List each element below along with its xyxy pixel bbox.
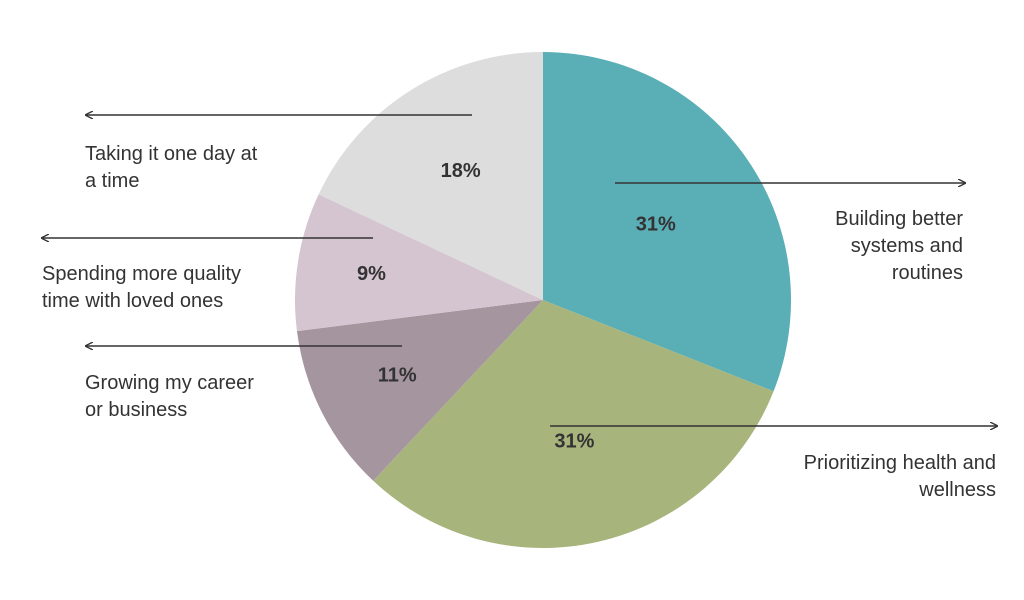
category-label-prioritizing-health-and-wellness: Prioritizing health and wellness [804,452,996,501]
category-label-line: time with loved ones [42,290,223,312]
category-label-line: Spending more quality [42,263,241,285]
category-label-line: routines [892,262,963,284]
callouts-layer: Building better systems and routines Priori… [42,115,997,501]
category-label-line: wellness [918,479,996,501]
category-label-growing-my-career-or-business: Growing my career or business [85,372,254,421]
category-label-line: a time [85,170,139,192]
category-label-spending-more-quality-time-with-loved-ones: Spending more quality time with loved one… [42,263,241,312]
pie-slice-building-better-systems-and-routines [543,52,791,392]
category-label-building-better-systems-and-routines: Building better systems and routines [835,208,963,284]
category-label-line: Prioritizing health and [804,452,996,474]
value-labels-layer: 31% 31% 11% 9% 18% [357,160,676,452]
slices-layer [295,52,791,548]
pie-slice-prioritizing-health-and-wellness [373,300,774,548]
category-label-line: Growing my career [85,372,254,394]
value-label-prioritizing-health-and-wellness: 31% [554,430,594,452]
category-label-line: or business [85,399,187,421]
value-label-taking-it-one-day-at-a-time: 18% [441,160,481,182]
pie-slice-spending-more-quality-time-with-loved-ones [295,194,543,332]
value-label-growing-my-career-or-business: 11% [378,364,417,386]
category-label-line: Taking it one day at [85,143,258,165]
value-label-spending-more-quality-time-with-loved-ones: 9% [357,263,386,285]
category-label-line: Building better [835,208,963,230]
pie-slice-growing-my-career-or-business [296,300,543,481]
pie-slice-taking-it-one-day-at-a-time [318,52,543,300]
value-label-building-better-systems-and-routines: 31% [636,213,676,235]
category-label-line: systems and [851,235,963,257]
category-label-taking-it-one-day-at-a-time: Taking it one day at a time [85,143,258,192]
